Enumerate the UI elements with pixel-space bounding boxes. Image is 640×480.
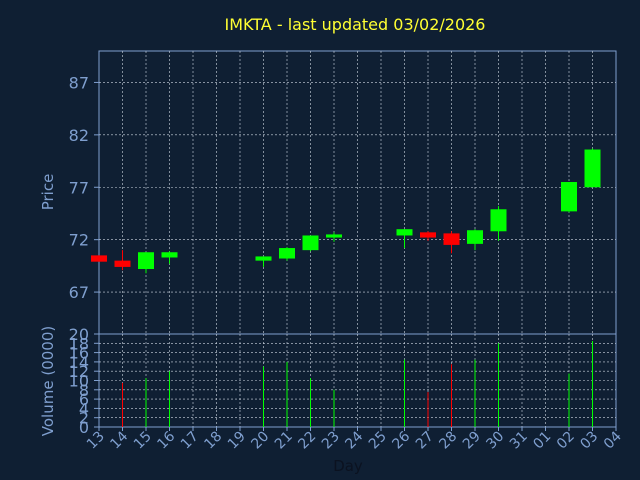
- price-panel: 67 72 77 82 87: [69, 50, 617, 335]
- x-tick-label: 30: [483, 429, 507, 453]
- candle-body: [161, 252, 178, 258]
- volume-tick-label: 18: [69, 334, 89, 353]
- volume-tick-label: 14: [69, 353, 89, 372]
- candle-body: [91, 255, 107, 262]
- x-tick-label: 22: [295, 429, 319, 453]
- x-tick-label: 18: [201, 429, 225, 453]
- x-tick-label: 20: [248, 429, 272, 453]
- x-tick-label: 04: [601, 428, 625, 452]
- price-tick-label: 67: [69, 283, 89, 302]
- x-tick-label: 24: [342, 428, 366, 452]
- volume-tick-label: 6: [79, 390, 89, 409]
- x-tick-label: 19: [225, 429, 249, 453]
- volume-tick-label: 12: [69, 362, 89, 381]
- candle-body: [279, 248, 295, 259]
- price-tick-label: 72: [69, 231, 89, 250]
- candle-body: [420, 232, 436, 238]
- candle-body: [326, 234, 342, 238]
- x-tick-label: 31: [507, 429, 531, 453]
- x-tick-label: 03: [577, 429, 601, 453]
- volume-tick-label: 4: [79, 399, 89, 418]
- candle-body: [443, 233, 460, 245]
- candle-body: [490, 209, 507, 232]
- x-tick-label: 14: [107, 428, 131, 452]
- price-tick-label: 87: [69, 73, 89, 92]
- price-axis-label: Price: [39, 174, 57, 211]
- candle-body: [138, 252, 154, 270]
- chart-title: IMKTA - last updated 03/02/2026: [225, 15, 486, 34]
- volume-tick-label: 20: [69, 325, 89, 344]
- x-tick-label: 01: [530, 429, 554, 453]
- x-tick-label: 21: [272, 429, 296, 453]
- x-tick-label: 28: [436, 429, 460, 453]
- candle-body: [255, 256, 272, 261]
- x-tick-label: 16: [154, 428, 178, 452]
- volume-axis-label: Volume (0000): [39, 326, 57, 436]
- candle-body: [467, 230, 483, 244]
- volume-tick-label: 8: [79, 381, 89, 400]
- volume-tick-label: 16: [69, 344, 89, 363]
- x-tick-label: 02: [554, 429, 578, 453]
- x-tick-label: 29: [460, 429, 484, 453]
- x-tick-label: 23: [319, 429, 343, 453]
- candle-body: [114, 260, 131, 267]
- volume-tick-label: 0: [79, 418, 89, 437]
- volume-tick-label: 2: [79, 409, 89, 428]
- x-tick-label: 17: [178, 429, 202, 453]
- x-tick-label: 26: [389, 428, 413, 452]
- price-tick-label: 77: [69, 178, 89, 197]
- x-axis-label: Day: [333, 457, 363, 475]
- candle-body: [561, 182, 577, 212]
- price-tick-label: 82: [69, 126, 89, 145]
- candle-body: [396, 229, 413, 236]
- x-tick-label: 25: [366, 429, 390, 453]
- x-tick-label: 15: [131, 429, 155, 453]
- candle-body: [584, 149, 601, 188]
- x-tick-label: 27: [413, 429, 437, 453]
- candle-body: [302, 235, 319, 251]
- volume-tick-label: 10: [69, 372, 89, 391]
